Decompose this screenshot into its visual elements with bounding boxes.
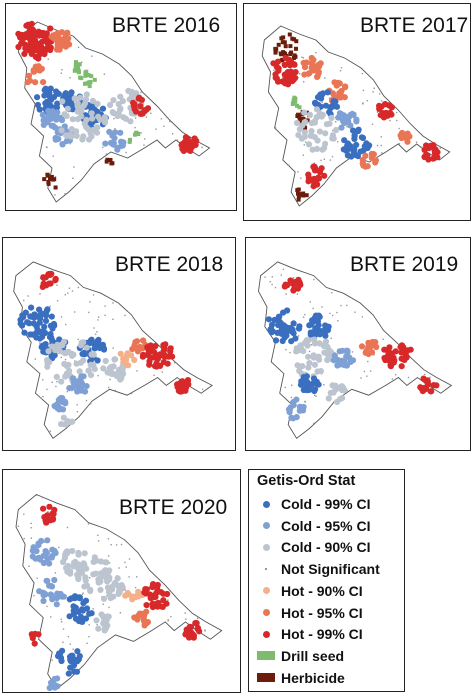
legend-label: Cold - 99% CI <box>281 496 371 512</box>
panel-title-2016: BRTE 2016 <box>112 14 221 37</box>
legend-label: Not Significant <box>281 561 380 578</box>
legend-label: Hot - 99% CI <box>281 626 363 643</box>
legend-item: Herbicide <box>255 668 345 688</box>
legend-item: Cold - 99% CI <box>255 494 370 514</box>
legend-item: Cold - 95% CI <box>255 516 370 536</box>
legend-item: Hot - 99% CI <box>255 624 363 644</box>
study-area-outline <box>258 261 453 439</box>
legend-label: Hot - 90% CI <box>281 582 363 599</box>
legend-label: Cold - 95% CI <box>281 517 371 534</box>
legend-swatch <box>265 568 267 571</box>
panel-title-2019: BRTE 2019 <box>350 253 459 276</box>
panel-title-2020: BRTE 2020 <box>119 496 228 519</box>
legend-label: Herbicide <box>281 669 345 686</box>
legend-item: Hot - 90% CI <box>255 581 363 601</box>
legend-label: Cold - 90% CI <box>281 539 371 556</box>
legend-swatch <box>262 522 270 530</box>
study-area-outline <box>15 493 223 690</box>
map-panel-2017: BRTE 2017 <box>243 3 471 221</box>
map-panel-2019: BRTE 2019 <box>245 237 471 451</box>
legend-swatch <box>262 609 270 616</box>
legend-title: Getis-Ord Stat <box>257 473 356 489</box>
legend-swatch <box>262 543 270 551</box>
legend-item: Not Significant <box>255 559 380 579</box>
map-canvas-2017 <box>261 25 451 207</box>
map-canvas-2018 <box>13 261 213 439</box>
study-area-outline <box>13 261 213 439</box>
legend-item: Hot - 95% CI <box>255 603 363 623</box>
legend-swatch <box>262 500 270 508</box>
map-canvas-2020 <box>15 493 223 692</box>
legend-swatch <box>257 651 275 661</box>
panel-title-2018: BRTE 2018 <box>115 253 224 276</box>
legend-item: Drill seed <box>255 646 344 666</box>
legend-swatch <box>257 673 275 683</box>
map-panel-2020: BRTE 2020 <box>2 469 241 693</box>
legend-item: Cold - 90% CI <box>255 537 370 557</box>
legend-label: Hot - 95% CI <box>281 604 363 621</box>
legend-swatch <box>262 630 270 638</box>
map-canvas-2019 <box>258 261 453 439</box>
panel-title-2017: BRTE 2017 <box>360 14 469 37</box>
legend: Getis-Ord Stat Cold - 99% CI Cold - 95% C… <box>248 469 405 692</box>
study-area-outline <box>261 25 451 207</box>
map-canvas-2016 <box>15 20 211 203</box>
map-panel-2018: BRTE 2018 <box>2 237 236 451</box>
map-panel-2016: BRTE 2016 <box>5 3 237 211</box>
study-area-outline <box>17 21 211 203</box>
legend-swatch <box>262 587 270 595</box>
legend-label: Drill seed <box>281 647 345 664</box>
